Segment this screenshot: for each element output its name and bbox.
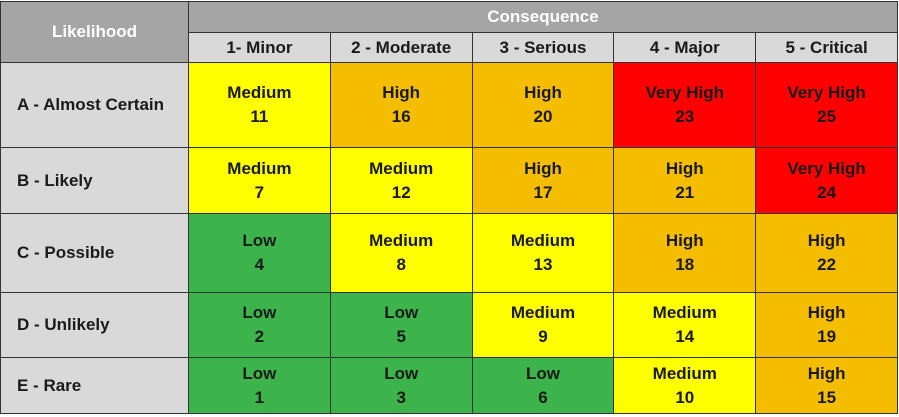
risk-level: High <box>665 231 704 250</box>
matrix-row: C - Possible Low 4 Medium 8 Medium 13 High 18 Hig… <box>0 213 898 293</box>
risk-score: 22 <box>817 255 837 274</box>
risk-cell: Medium 7 <box>188 147 331 214</box>
risk-score: 16 <box>391 107 411 126</box>
risk-score: 6 <box>538 387 548 407</box>
risk-cell: Medium 12 <box>329 147 473 214</box>
risk-level: Low <box>242 231 277 250</box>
risk-level: High <box>807 303 846 322</box>
risk-cell: Medium 8 <box>329 213 473 293</box>
matrix-row: B - Likely Medium 7 Medium 12 High 17 High 21 Ver… <box>0 147 898 214</box>
risk-level: Very High <box>645 83 724 102</box>
row-label: A - Almost Certain <box>0 62 189 148</box>
risk-level: Medium <box>227 158 292 178</box>
risk-cell: Low 3 <box>329 357 473 414</box>
row-label: B - Likely <box>0 147 189 214</box>
risk-score: 10 <box>675 387 695 407</box>
risk-score: 24 <box>817 182 837 202</box>
risk-cell: High 15 <box>755 357 898 414</box>
risk-cell: High 20 <box>471 62 615 148</box>
risk-level: Low <box>384 363 419 383</box>
risk-cell: Medium 14 <box>613 292 757 358</box>
risk-score: 23 <box>675 107 695 126</box>
risk-level: Very High <box>787 158 866 178</box>
risk-score: 7 <box>254 182 265 202</box>
risk-level: Very High <box>787 83 866 102</box>
risk-score: 14 <box>675 327 695 346</box>
risk-level: Medium <box>652 363 717 383</box>
risk-score: 19 <box>817 327 837 346</box>
risk-score: 3 <box>396 387 406 407</box>
risk-score: 21 <box>675 182 695 202</box>
risk-cell: Very High 24 <box>755 147 898 214</box>
row-label: D - Unlikely <box>0 292 189 358</box>
risk-cell: Low 6 <box>471 357 615 414</box>
header-row: Likelihood Consequence <box>0 1 898 63</box>
risk-level: High <box>807 363 846 383</box>
risk-cell: Low 4 <box>188 213 331 293</box>
risk-cell: High 19 <box>755 292 898 358</box>
column-header: 5 - Critical <box>755 32 898 63</box>
risk-score: 20 <box>533 107 553 126</box>
row-title: Likelihood <box>0 1 189 63</box>
risk-level: Medium <box>510 231 576 250</box>
risk-cell: Medium 11 <box>188 62 331 148</box>
column-header-row: 1- Minor 2 - Moderate 3 - Serious 4 - Major… <box>1 32 898 63</box>
risk-score: 8 <box>396 255 406 274</box>
matrix-row: E - Rare Low 1 Low 3 Low 6 Medium 10 High 15 <box>0 357 898 414</box>
matrix-row: D - Unlikely Low 2 Low 5 Medium 9 Medium 14 High 1… <box>0 292 898 358</box>
risk-score: 9 <box>538 327 548 346</box>
risk-score: 4 <box>254 255 265 274</box>
risk-cell: Medium 10 <box>613 357 757 414</box>
risk-level: Low <box>525 363 560 383</box>
risk-level: Low <box>242 303 277 322</box>
row-label: E - Rare <box>0 357 189 414</box>
row-label: C - Possible <box>0 213 189 293</box>
risk-cell: High 17 <box>471 147 615 214</box>
risk-score: 12 <box>391 182 411 202</box>
column-title: Consequence <box>188 1 898 33</box>
risk-level: High <box>524 158 562 178</box>
risk-level: Medium <box>369 231 434 250</box>
risk-score: 25 <box>817 107 837 126</box>
risk-level: High <box>807 231 846 250</box>
risk-score: 17 <box>533 182 553 202</box>
risk-cell: Very High 23 <box>613 62 757 148</box>
risk-cell: High 21 <box>613 147 757 214</box>
risk-level: Low <box>384 303 419 322</box>
risk-score: 15 <box>817 387 837 407</box>
column-header: 3 - Serious <box>471 32 615 63</box>
risk-level: Medium <box>652 303 717 322</box>
risk-cell: High 22 <box>755 213 898 293</box>
risk-cell: Low 5 <box>329 292 473 358</box>
risk-score: 11 <box>250 107 269 126</box>
risk-cell: High 16 <box>329 62 473 148</box>
risk-cell: High 18 <box>613 213 757 293</box>
risk-score: 13 <box>533 255 553 274</box>
risk-level: Low <box>242 363 277 383</box>
risk-cell: Very High 25 <box>755 62 898 148</box>
risk-score: 2 <box>254 327 265 346</box>
column-header: 2 - Moderate <box>329 32 473 63</box>
risk-level: Medium <box>369 158 434 178</box>
risk-cell: Low 2 <box>188 292 331 358</box>
risk-level: High <box>382 83 421 102</box>
risk-score: 5 <box>396 327 406 346</box>
risk-cell: Medium 13 <box>471 213 615 293</box>
risk-level: Medium <box>227 83 292 102</box>
matrix-row: A - Almost Certain Medium 11 High 16 High 20 Ve… <box>0 62 898 148</box>
column-header: 4 - Major <box>613 32 757 63</box>
risk-score: 1 <box>254 387 265 407</box>
risk-level: High <box>524 83 562 102</box>
column-header: 1- Minor <box>188 32 331 63</box>
risk-cell: Medium 9 <box>471 292 615 358</box>
risk-score: 18 <box>675 255 695 274</box>
risk-cell: Low 1 <box>188 357 331 414</box>
risk-level: Medium <box>510 303 576 322</box>
risk-level: High <box>665 158 704 178</box>
